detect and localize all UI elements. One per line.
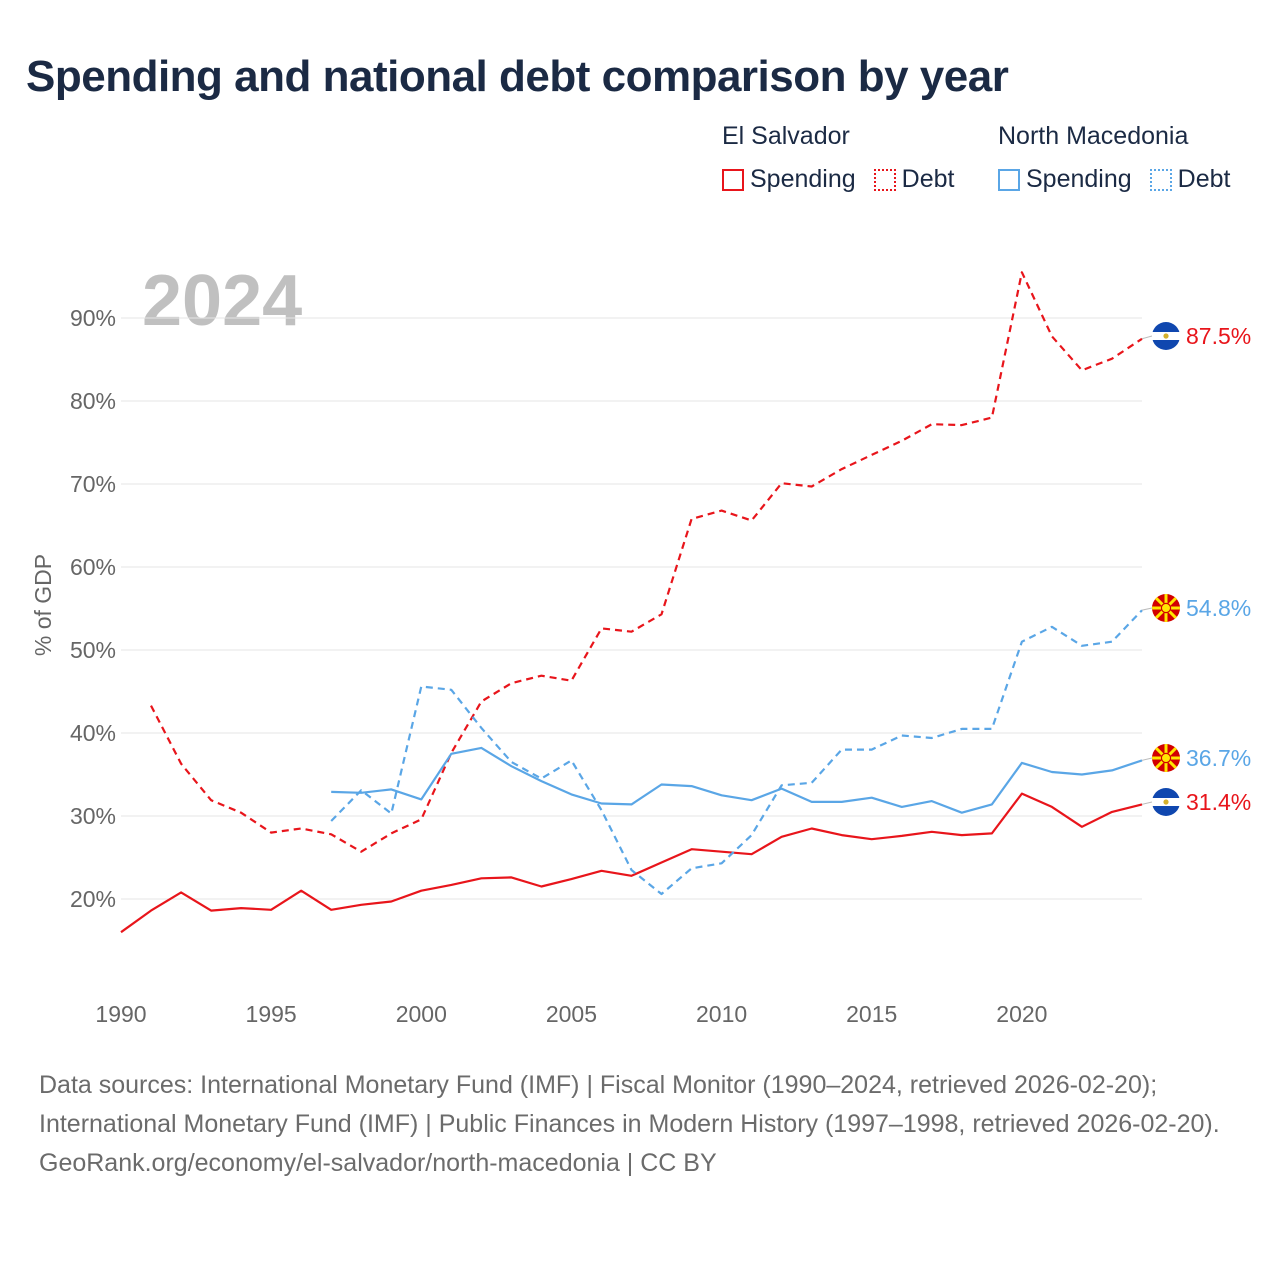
y-tick-label: 60%	[70, 554, 116, 580]
y-tick-label: 20%	[70, 886, 116, 912]
y-tick-label: 40%	[70, 720, 116, 746]
x-tick-label: 1990	[95, 1001, 146, 1027]
chart-title: Spending and national debt comparison by…	[26, 52, 1009, 101]
legend-item-label: Debt	[901, 165, 955, 193]
legend-el-salvador: El Salvador Spending Debt	[722, 122, 954, 194]
x-tick-label: 2020	[996, 1001, 1047, 1027]
y-axis-title: % of GDP	[30, 554, 56, 656]
axes: 20% 30% 40% 50% 60% 70% 80% 90% 1990 1995 2000 2005…	[30, 305, 1047, 1027]
year-watermark-label: 2024	[142, 261, 302, 341]
x-tick-label: 2005	[546, 1001, 597, 1027]
x-tick-label: 2015	[846, 1001, 897, 1027]
series-line-el-salvador-spending	[120, 792, 1143, 934]
y-tick-label: 50%	[70, 637, 116, 663]
series-line-north-macedonia-spending	[331, 746, 1143, 814]
end-connector	[1141, 801, 1153, 805]
el-salvador-flag-icon	[1152, 788, 1180, 816]
legend-item-north-macedonia-spending[interactable]: Spending	[998, 165, 1132, 194]
series-line-north-macedonia-debt	[330, 609, 1143, 896]
y-tick-label: 80%	[70, 388, 116, 414]
solid-line-swatch-icon	[998, 168, 1020, 191]
end-value-label: 54.8%	[1186, 595, 1251, 621]
legend-country-name: El Salvador	[722, 122, 850, 150]
footer: Data sources: International Monetary Fun…	[39, 1066, 1239, 1183]
solid-line-swatch-icon	[722, 168, 744, 191]
legend-country-name: North Macedonia	[998, 122, 1189, 150]
line-chart: 2024 20% 30% 40% 50% 60% 70% 80% 90% 1990 1995 200…	[30, 261, 1251, 1027]
end-value-label: 87.5%	[1186, 323, 1251, 349]
end-value-label: 36.7%	[1186, 745, 1251, 771]
north-macedonia-flag-icon	[1152, 594, 1180, 622]
x-tick-label: 2010	[696, 1001, 747, 1027]
legend-item-label: Spending	[1026, 165, 1132, 193]
series-lines	[120, 271, 1143, 934]
end-value-label: 31.4%	[1186, 789, 1251, 815]
dotted-line-swatch-icon	[1149, 168, 1172, 191]
end-connector	[1141, 335, 1153, 340]
north-macedonia-flag-icon	[1152, 744, 1180, 772]
el-salvador-flag-icon	[1152, 322, 1180, 350]
credit-link[interactable]: GeoRank.org/economy/el-salvador/north-ma…	[39, 1149, 717, 1177]
legend-item-label: Debt	[1177, 165, 1231, 193]
dotted-line-swatch-icon	[873, 168, 896, 191]
y-tick-label: 90%	[70, 305, 116, 331]
legend-item-el-salvador-spending[interactable]: Spending	[722, 165, 856, 194]
gridlines	[121, 317, 1142, 900]
end-markers: 87.5% 31.4% 54.8% 36.7%	[1141, 322, 1251, 816]
y-tick-label: 70%	[70, 471, 116, 497]
legend-item-label: Spending	[750, 165, 856, 193]
series-line-el-salvador-debt	[150, 271, 1143, 853]
data-sources-text: Data sources: International Monetary Fun…	[39, 1071, 1220, 1138]
end-connector	[1141, 607, 1153, 611]
x-tick-label: 2000	[396, 1001, 447, 1027]
end-connector	[1141, 757, 1153, 761]
x-tick-label: 1995	[246, 1001, 297, 1027]
y-tick-label: 30%	[70, 803, 116, 829]
legend-item-el-salvador-debt[interactable]: Debt	[873, 165, 955, 194]
legend-item-north-macedonia-debt[interactable]: Debt	[1149, 165, 1231, 194]
legend-north-macedonia: North Macedonia Spending Debt	[998, 122, 1230, 194]
